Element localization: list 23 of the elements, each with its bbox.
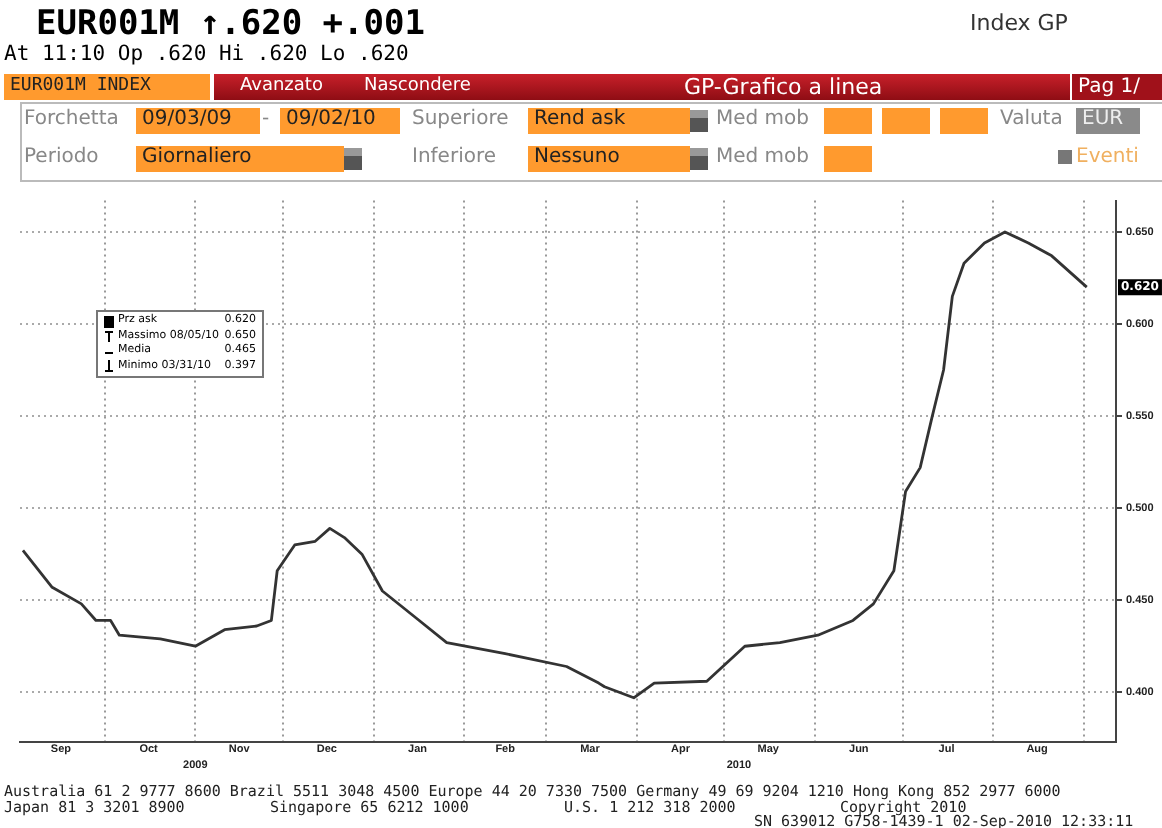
text: EUR001M INDEX — [4, 74, 210, 100]
text: Pag 1/ — [1078, 74, 1140, 100]
text: Med mob — [716, 108, 810, 132]
text: Rend ask — [528, 108, 690, 134]
text: Avanzato — [240, 74, 323, 98]
text: 09/02/10 — [280, 108, 400, 134]
text: Index GP — [970, 10, 1068, 36]
chart-title: EUR001M ↑.620 +.001 — [36, 4, 425, 44]
text: - — [262, 108, 270, 132]
text: GP-Grafico a linea — [684, 74, 883, 100]
text: Eventi — [1076, 146, 1139, 170]
text: Med mob — [716, 146, 810, 170]
text: Nascondere — [364, 74, 471, 98]
text: Nessuno — [528, 146, 690, 172]
text: Periodo — [24, 146, 99, 170]
text: Valuta — [1000, 108, 1063, 132]
text: EUR — [1076, 108, 1140, 134]
text: Superiore — [412, 108, 509, 132]
chart-subtitle: At 11:10 Op .620 Hi .620 Lo .620 — [4, 42, 409, 66]
text: 09/03/09 — [136, 108, 260, 134]
text: Forchetta — [24, 108, 119, 132]
text: Giornaliero — [136, 146, 344, 172]
text: Inferiore — [412, 146, 497, 170]
